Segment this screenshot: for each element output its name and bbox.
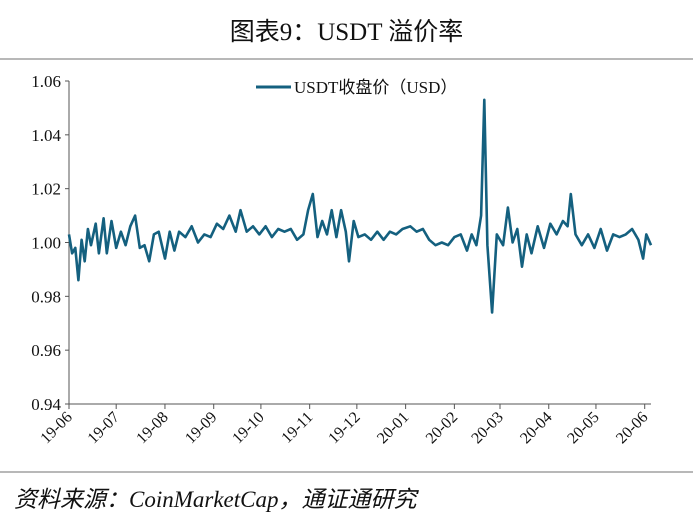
x-tick-label: 19-07 — [85, 409, 123, 447]
x-tick-label: 19-10 — [229, 409, 267, 447]
y-tick-label: 1.06 — [31, 72, 61, 91]
x-tick-label: 19-06 — [37, 409, 75, 447]
series-group — [67, 98, 653, 314]
chart-title: 图表9：USDT 溢价率 — [229, 19, 464, 46]
legend: USDT收盘价（USD） — [256, 78, 457, 97]
x-tick-label: 19-09 — [182, 409, 220, 447]
x-tick-label: 20-01 — [374, 409, 412, 447]
y-tick-label: 0.94 — [31, 395, 61, 414]
y-tick-label: 1.04 — [31, 126, 61, 145]
title-divider — [0, 58, 693, 60]
y-axis: 0.94 0.96 0.98 1.00 1.02 1.04 1.06 — [31, 72, 70, 414]
y-tick-label: 1.02 — [31, 180, 61, 199]
x-tick-label: 19-11 — [278, 409, 316, 447]
x-tick-label: 20-04 — [517, 409, 555, 447]
x-tick-label: 19-12 — [325, 409, 363, 447]
source-note: 资料来源：CoinMarketCap，通证通研究 — [14, 487, 417, 512]
x-tick-label: 19-08 — [133, 409, 171, 447]
y-tick-label: 0.98 — [31, 287, 61, 306]
y-tick-label: 0.96 — [31, 341, 61, 360]
series-line-usdt — [67, 98, 653, 314]
x-tick-label: 20-03 — [468, 409, 506, 447]
x-tick-label: 20-05 — [564, 409, 602, 447]
x-tick-label: 20-02 — [423, 409, 461, 447]
legend-label: USDT收盘价（USD） — [294, 78, 457, 97]
source-divider — [0, 471, 693, 473]
y-tick-label: 1.00 — [31, 234, 61, 253]
x-tick-label: 20-06 — [613, 409, 651, 447]
x-axis: 19-06 19-07 19-08 19-09 19-10 19-11 19-12 20-01… — [37, 403, 652, 447]
